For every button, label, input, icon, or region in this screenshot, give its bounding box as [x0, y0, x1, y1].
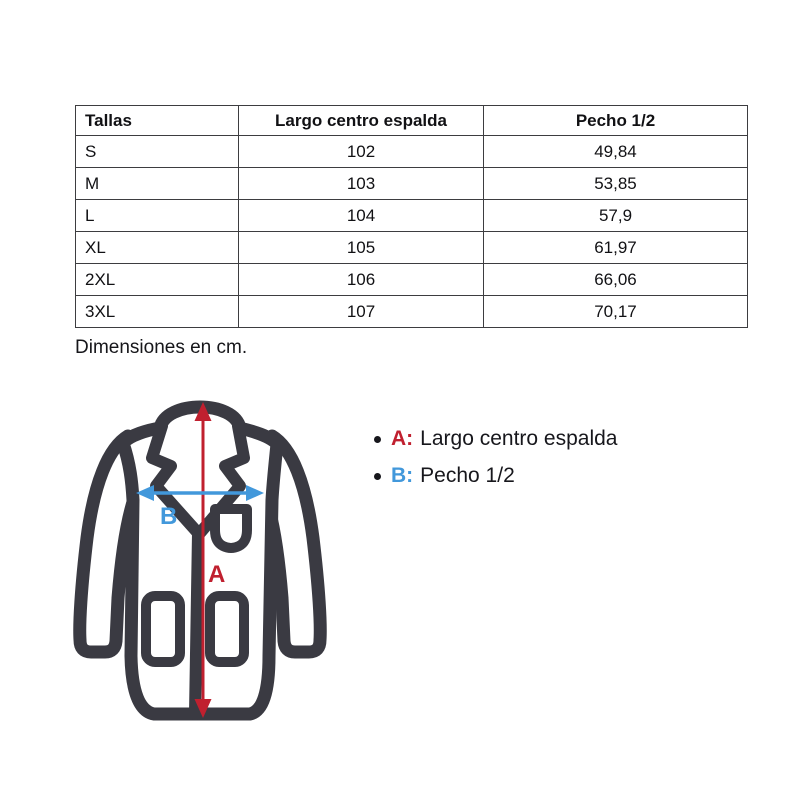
largo-cell: 102: [238, 135, 484, 168]
table-row: M 103 53,85: [75, 167, 748, 200]
legend-key-b: B:: [391, 464, 414, 487]
size-table: Tallas Largo centro espalda Pecho 1/2 S …: [75, 105, 748, 328]
largo-cell: 107: [238, 295, 484, 328]
measurement-legend: A: Largo centro espalda B: Pecho 1/2: [374, 427, 617, 501]
largo-cell: 103: [238, 167, 484, 200]
lab-coat-illustration: A B: [73, 400, 327, 721]
largo-cell: 105: [238, 231, 484, 264]
largo-cell: 106: [238, 263, 484, 296]
pecho-cell: 61,97: [483, 231, 748, 264]
table-header-row: Tallas Largo centro espalda Pecho 1/2: [75, 105, 748, 136]
pecho-cell: 49,84: [483, 135, 748, 168]
legend-label-a: Largo centro espalda: [420, 427, 618, 450]
size-cell: S: [75, 135, 239, 168]
pecho-cell: 53,85: [483, 167, 748, 200]
coat-pocket-right: [205, 591, 249, 667]
arrow-a-label: A: [208, 561, 225, 588]
size-cell: 3XL: [75, 295, 239, 328]
measure-arrow-b: [136, 485, 264, 501]
col-header-largo: Largo centro espalda: [238, 105, 484, 136]
coat-lapel-right: [194, 420, 250, 539]
largo-cell: 104: [238, 199, 484, 232]
table-row: L 104 57,9: [75, 199, 748, 232]
size-cell: M: [75, 167, 239, 200]
col-header-pecho: Pecho 1/2: [483, 105, 748, 136]
measure-arrow-a: [194, 402, 212, 718]
bullet-icon: [374, 436, 381, 443]
units-note: Dimensiones en cm.: [75, 337, 248, 358]
bullet-icon: [374, 473, 381, 480]
legend-item-b: B: Pecho 1/2: [374, 464, 617, 488]
legend-key-a: A:: [391, 427, 414, 450]
legend-label-b: Pecho 1/2: [420, 464, 515, 487]
pecho-cell: 70,17: [483, 295, 748, 328]
table-row: S 102 49,84: [75, 135, 748, 168]
coat-chest-pocket: [210, 504, 252, 553]
coat-lapel-left: [146, 420, 204, 720]
size-cell: 2XL: [75, 263, 239, 296]
pecho-cell: 57,9: [483, 199, 748, 232]
coat-pocket-left: [141, 591, 185, 667]
coat-diagram: A B: [72, 388, 332, 728]
col-header-tallas: Tallas: [75, 105, 239, 136]
table-row: 2XL 106 66,06: [75, 263, 748, 296]
table-row: 3XL 107 70,17: [75, 295, 748, 328]
legend-item-a: A: Largo centro espalda: [374, 427, 617, 451]
arrow-b-label: B: [160, 503, 177, 530]
size-cell: XL: [75, 231, 239, 264]
table-row: XL 105 61,97: [75, 231, 748, 264]
pecho-cell: 66,06: [483, 263, 748, 296]
size-cell: L: [75, 199, 239, 232]
